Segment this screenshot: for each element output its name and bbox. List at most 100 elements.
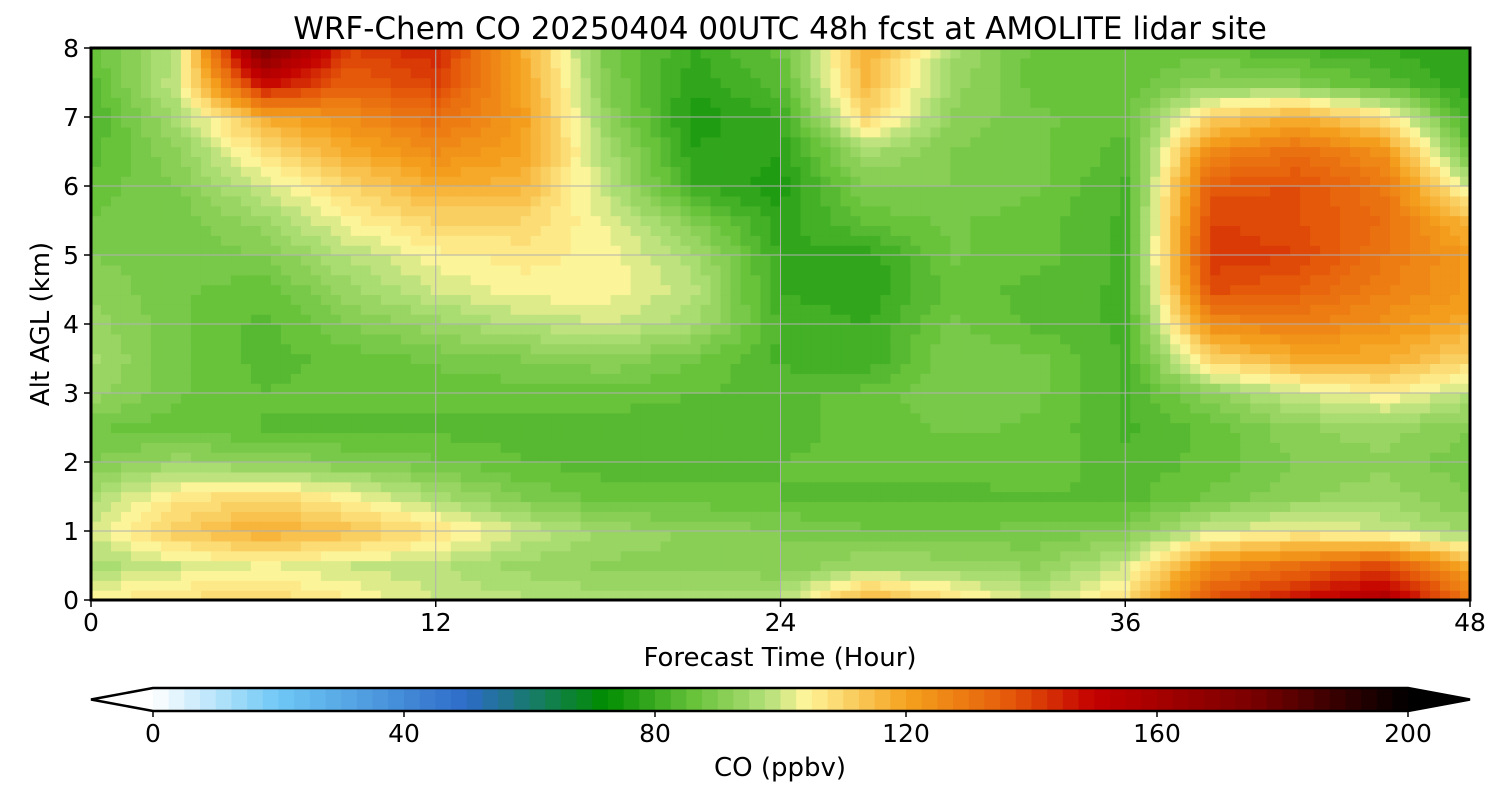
heatmap-cell: [1050, 560, 1061, 572]
heatmap-cell: [1440, 304, 1451, 315]
heatmap-cell: [320, 501, 332, 512]
heatmap-cell: [1360, 393, 1371, 404]
heatmap-cell: [720, 432, 732, 443]
heatmap-cell: [1260, 452, 1271, 463]
heatmap-cell: [600, 264, 612, 276]
heatmap-cell: [330, 531, 342, 542]
heatmap-cell: [100, 333, 112, 345]
heatmap-cell: [890, 264, 902, 276]
heatmap-cell: [550, 353, 562, 365]
heatmap-cell: [1370, 314, 1381, 325]
heatmap-cell: [1200, 373, 1211, 384]
heatmap-cell: [1050, 353, 1061, 365]
heatmap-cell: [560, 353, 572, 365]
heatmap-cell: [120, 294, 132, 305]
heatmap-cell: [470, 471, 482, 483]
heatmap-cell: [1080, 560, 1091, 572]
heatmap-cell: [1230, 294, 1241, 305]
heatmap-cell: [310, 462, 322, 473]
heatmap-cell: [440, 432, 452, 443]
heatmap-cell: [390, 580, 402, 591]
heatmap-cell: [650, 471, 662, 483]
heatmap-cell: [400, 540, 412, 552]
heatmap-cell: [250, 383, 262, 394]
heatmap-cell: [91, 393, 102, 404]
heatmap-cell: [410, 314, 422, 325]
heatmap-cell: [220, 402, 232, 414]
heatmap-cell: [830, 511, 842, 522]
heatmap-cell: [1000, 353, 1011, 365]
heatmap-cell: [120, 393, 132, 404]
heatmap-cell: [420, 511, 432, 522]
heatmap-cell: [290, 560, 302, 572]
heatmap-cell: [550, 363, 562, 374]
heatmap-cell: [1430, 550, 1441, 562]
heatmap-cell: [480, 540, 492, 552]
heatmap-cell: [1250, 521, 1261, 532]
heatmap-cell: [610, 383, 622, 394]
heatmap-cell: [1180, 442, 1191, 453]
heatmap-cell: [1270, 264, 1281, 276]
heatmap-cell: [220, 255, 232, 266]
heatmap-cell: [570, 550, 582, 562]
heatmap-cell: [1140, 501, 1151, 512]
heatmap-cell: [290, 471, 302, 483]
heatmap-cell: [500, 314, 512, 325]
heatmap-cell: [100, 353, 112, 365]
heatmap-cell: [590, 304, 602, 315]
heatmap-cell: [990, 373, 1001, 384]
heatmap-cell: [1340, 333, 1351, 345]
heatmap-cell: [1420, 412, 1431, 424]
heatmap-cell: [750, 570, 762, 581]
heatmap-cell: [1160, 531, 1171, 542]
heatmap-cell: [690, 314, 702, 325]
heatmap-cell: [200, 343, 212, 355]
heatmap-cell: [380, 432, 392, 443]
heatmap-cell: [820, 245, 832, 256]
heatmap-cell: [860, 590, 872, 601]
heatmap-cell: [1370, 412, 1381, 424]
heatmap-cell: [1030, 531, 1041, 542]
heatmap-cell: [490, 560, 502, 572]
heatmap-cell: [900, 383, 911, 394]
heatmap-cell: [610, 531, 622, 542]
heatmap-cell: [1310, 294, 1321, 305]
heatmap-cell: [1220, 245, 1231, 256]
heatmap-cell: [940, 383, 951, 394]
heatmap-cell: [650, 462, 662, 473]
heatmap-cell: [1040, 550, 1051, 562]
heatmap-cell: [1390, 274, 1401, 286]
heatmap-cell: [510, 580, 522, 591]
heatmap-cell: [860, 540, 872, 552]
heatmap-cell: [1040, 540, 1051, 552]
heatmap-cell: [770, 511, 782, 522]
heatmap-cell: [530, 452, 542, 463]
heatmap-cell: [790, 462, 802, 473]
heatmap-cell: [1380, 255, 1391, 266]
heatmap-cell: [730, 383, 742, 394]
heatmap-cell: [1100, 314, 1111, 325]
heatmap-cell: [390, 570, 402, 581]
heatmap-cell: [830, 264, 842, 276]
heatmap-cell: [1460, 333, 1471, 345]
heatmap-cell: [1380, 462, 1391, 473]
heatmap-cell: [1070, 284, 1081, 296]
heatmap-cell: [970, 314, 981, 325]
heatmap-cell: [110, 304, 122, 315]
heatmap-cell: [960, 511, 971, 522]
heatmap-cell: [1020, 432, 1031, 443]
heatmap-cell: [1100, 442, 1111, 453]
heatmap-cell: [740, 590, 752, 601]
heatmap-cell: [1360, 540, 1371, 552]
heatmap-cell: [1050, 284, 1061, 296]
heatmap-cell: [1380, 452, 1391, 463]
heatmap-cell: [320, 540, 332, 552]
heatmap-cell: [1380, 274, 1391, 286]
heatmap-cell: [120, 235, 132, 246]
heatmap-cell: [1140, 353, 1151, 365]
heatmap-cell: [850, 294, 862, 305]
heatmap-cell: [1050, 264, 1061, 276]
heatmap-cell: [260, 442, 272, 453]
heatmap-cell: [470, 521, 482, 532]
heatmap-cell: [210, 294, 222, 305]
